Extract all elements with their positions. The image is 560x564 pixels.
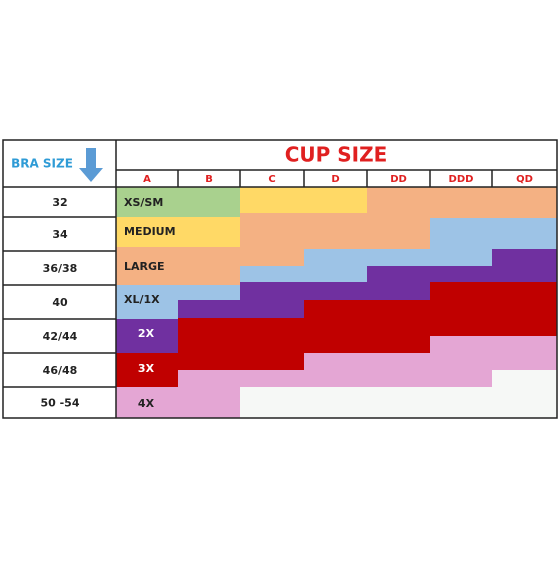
size-label: XS/SM (124, 196, 163, 209)
band-header: BRA SIZE (11, 157, 73, 171)
band-2x (116, 249, 557, 353)
band-empty (240, 370, 557, 418)
size-label: 2X (138, 327, 155, 340)
size-label: 4X (138, 397, 155, 410)
band-4x (116, 336, 557, 418)
band-label: 32 (52, 196, 67, 209)
cup-label: C (268, 174, 275, 185)
band-label: 34 (52, 228, 68, 241)
size-label: MEDIUM (124, 225, 176, 238)
cup-label: A (143, 174, 151, 185)
band-3x (116, 282, 557, 387)
band-label: 42/44 (43, 330, 78, 343)
band-label: 40 (52, 296, 68, 309)
band-xl (116, 218, 557, 319)
band-label: 36/38 (43, 262, 78, 275)
size-label: 3X (138, 362, 155, 375)
size-label: LARGE (124, 260, 165, 273)
cup-label: QD (516, 174, 533, 185)
band-label: 46/48 (43, 364, 78, 377)
down-arrow (79, 148, 103, 182)
cup-label: B (205, 174, 213, 185)
cup-label: D (331, 174, 339, 185)
band-medium (116, 187, 367, 247)
color-bands (116, 187, 557, 418)
cup-label: DDD (449, 174, 474, 185)
size-label: XL/1X (124, 293, 160, 306)
band-label: 50 -54 (40, 397, 79, 410)
band-xs (116, 187, 240, 217)
cup-header: CUP SIZE (285, 143, 388, 167)
band-large (116, 187, 557, 285)
cup-label: DD (390, 174, 407, 185)
grid (2, 139, 558, 419)
